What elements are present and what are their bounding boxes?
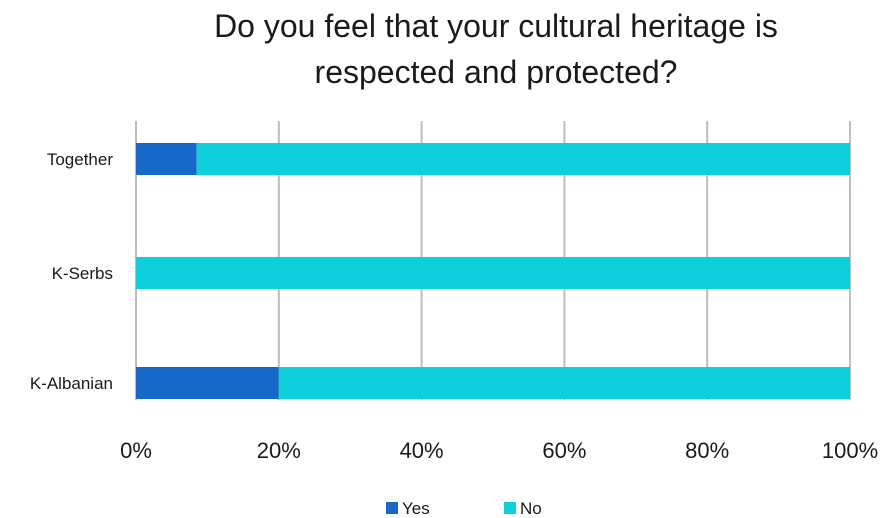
bar-no-k-albanian <box>278 367 850 399</box>
legend-swatch-yes <box>386 502 398 514</box>
chart-title: Do you feel that your cultural heritage … <box>214 8 778 90</box>
x-tick-label: 100% <box>822 438 878 463</box>
bar-yes-together <box>136 143 197 175</box>
x-tick-label: 80% <box>685 438 729 463</box>
category-label: Together <box>47 150 113 169</box>
bar-no-together <box>196 143 850 175</box>
category-label: K-Albanian <box>30 374 113 393</box>
category-label: K-Serbs <box>52 264 113 283</box>
legend-label-no: No <box>520 499 542 518</box>
x-tick-label: 60% <box>542 438 586 463</box>
x-tick-label: 0% <box>120 438 152 463</box>
category-labels: Together K-Serbs K-Albanian <box>30 150 113 393</box>
legend-label-yes: Yes <box>402 499 430 518</box>
chart-title-line-1: Do you feel that your cultural heritage … <box>214 8 778 44</box>
bar-yes-k-albanian <box>136 367 279 399</box>
bars <box>136 143 850 399</box>
x-tick-label: 20% <box>257 438 301 463</box>
x-tick-label: 40% <box>400 438 444 463</box>
bar-no-k-serbs <box>136 257 850 289</box>
chart-title-line-2: respected and protected? <box>315 54 678 90</box>
x-axis-tick-labels: 0% 20% 40% 60% 80% 100% <box>120 438 878 463</box>
legend: Yes No <box>386 499 542 518</box>
legend-swatch-no <box>504 502 516 514</box>
